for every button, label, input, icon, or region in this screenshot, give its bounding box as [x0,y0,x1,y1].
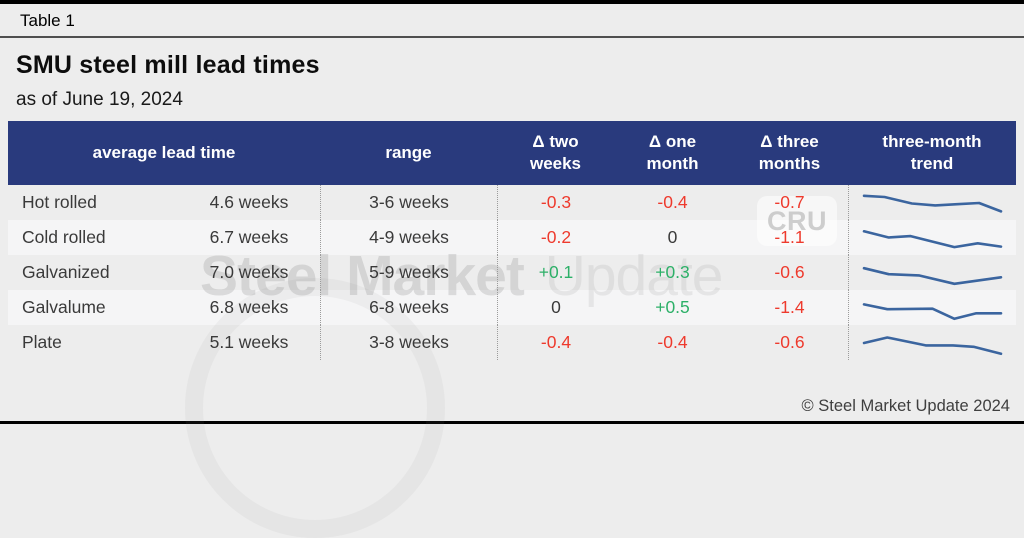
delta-one-month-value: -0.4 [657,332,688,352]
top-border [0,0,1024,4]
range-value: 4-9 weeks [320,220,497,255]
table-body: Hot rolled 4.6 weeks 3-6 weeks -0.3 -0.4… [8,185,1016,360]
trend-sparkline-cell [848,220,1016,255]
delta-two-weeks-value: -0.3 [497,185,614,220]
trend-sparkline [862,335,1003,355]
average-lead-time-value: 6.8 weeks [209,297,289,317]
product-name: Cold rolled [22,227,106,247]
lead-times-table: average lead time range Δ two weeks Δ on… [8,121,1016,360]
product-name: Galvanized [22,262,110,282]
table-row: Hot rolled 4.6 weeks 3-6 weeks -0.3 -0.4… [8,185,1016,220]
delta-one-month-value: 0 [667,227,678,247]
range-value: 3-8 weeks [320,325,497,360]
trend-sparkline [862,194,1003,213]
header-delta-three-months: Δ three months [758,131,821,173]
delta-two-weeks-value: -0.4 [497,325,614,360]
average-lead-time-value: 5.1 weeks [209,332,289,352]
range-value: 5-9 weeks [320,255,497,290]
delta-one-month-value: -0.4 [657,192,688,212]
header-average-lead-time: average lead time [92,142,236,162]
delta-three-months-value: -1.1 [774,227,805,247]
table-row: Plate 5.1 weeks 3-8 weeks -0.4 -0.4 -0.6 [8,325,1016,360]
delta-three-months-value: -1.4 [774,297,805,317]
product-name: Hot rolled [22,192,97,212]
trend-sparkline [862,266,1003,285]
delta-two-weeks-value: +0.1 [497,255,614,290]
product-name: Galvalume [22,297,106,317]
table-row: Galvanized 7.0 weeks 5-9 weeks +0.1 +0.3… [8,255,1016,290]
header-delta-one-month: Δ one month [646,131,699,173]
average-lead-time-value: 7.0 weeks [209,262,289,282]
delta-one-month-value: +0.5 [655,297,690,317]
delta-two-weeks-value: -0.2 [497,220,614,255]
trend-sparkline-cell [848,290,1016,325]
header-range: range [385,142,432,162]
table-label: Table 1 [20,11,75,30]
header-delta-two-weeks: Δ two weeks [529,131,582,173]
trend-sparkline-cell [848,325,1016,360]
delta-three-months-value: -0.6 [774,262,805,282]
product-name: Plate [22,332,62,352]
range-value: 3-6 weeks [320,185,497,220]
range-value: 6-8 weeks [320,290,497,325]
trend-sparkline-cell [848,255,1016,290]
divider-rule [0,36,1024,38]
trend-sparkline [862,229,1003,248]
average-lead-time-value: 4.6 weeks [209,192,289,212]
copyright-notice: © Steel Market Update 2024 [801,397,1010,415]
table-header-row: average lead time range Δ two weeks Δ on… [8,121,1016,185]
delta-two-weeks-value: 0 [497,290,614,325]
bottom-border [0,421,1024,424]
page-subtitle: as of June 19, 2024 [16,89,183,110]
page-title: SMU steel mill lead times [16,51,320,79]
delta-three-months-value: -0.6 [774,332,805,352]
table-row: Cold rolled 6.7 weeks 4-9 weeks -0.2 0 -… [8,220,1016,255]
table-row: Galvalume 6.8 weeks 6-8 weeks 0 +0.5 -1.… [8,290,1016,325]
delta-one-month-value: +0.3 [655,262,690,282]
trend-sparkline-cell [848,185,1016,220]
delta-three-months-value: -0.7 [774,192,805,212]
header-three-month-trend: three-month trend [882,131,982,173]
trend-sparkline [862,302,1003,320]
average-lead-time-value: 6.7 weeks [209,227,289,247]
